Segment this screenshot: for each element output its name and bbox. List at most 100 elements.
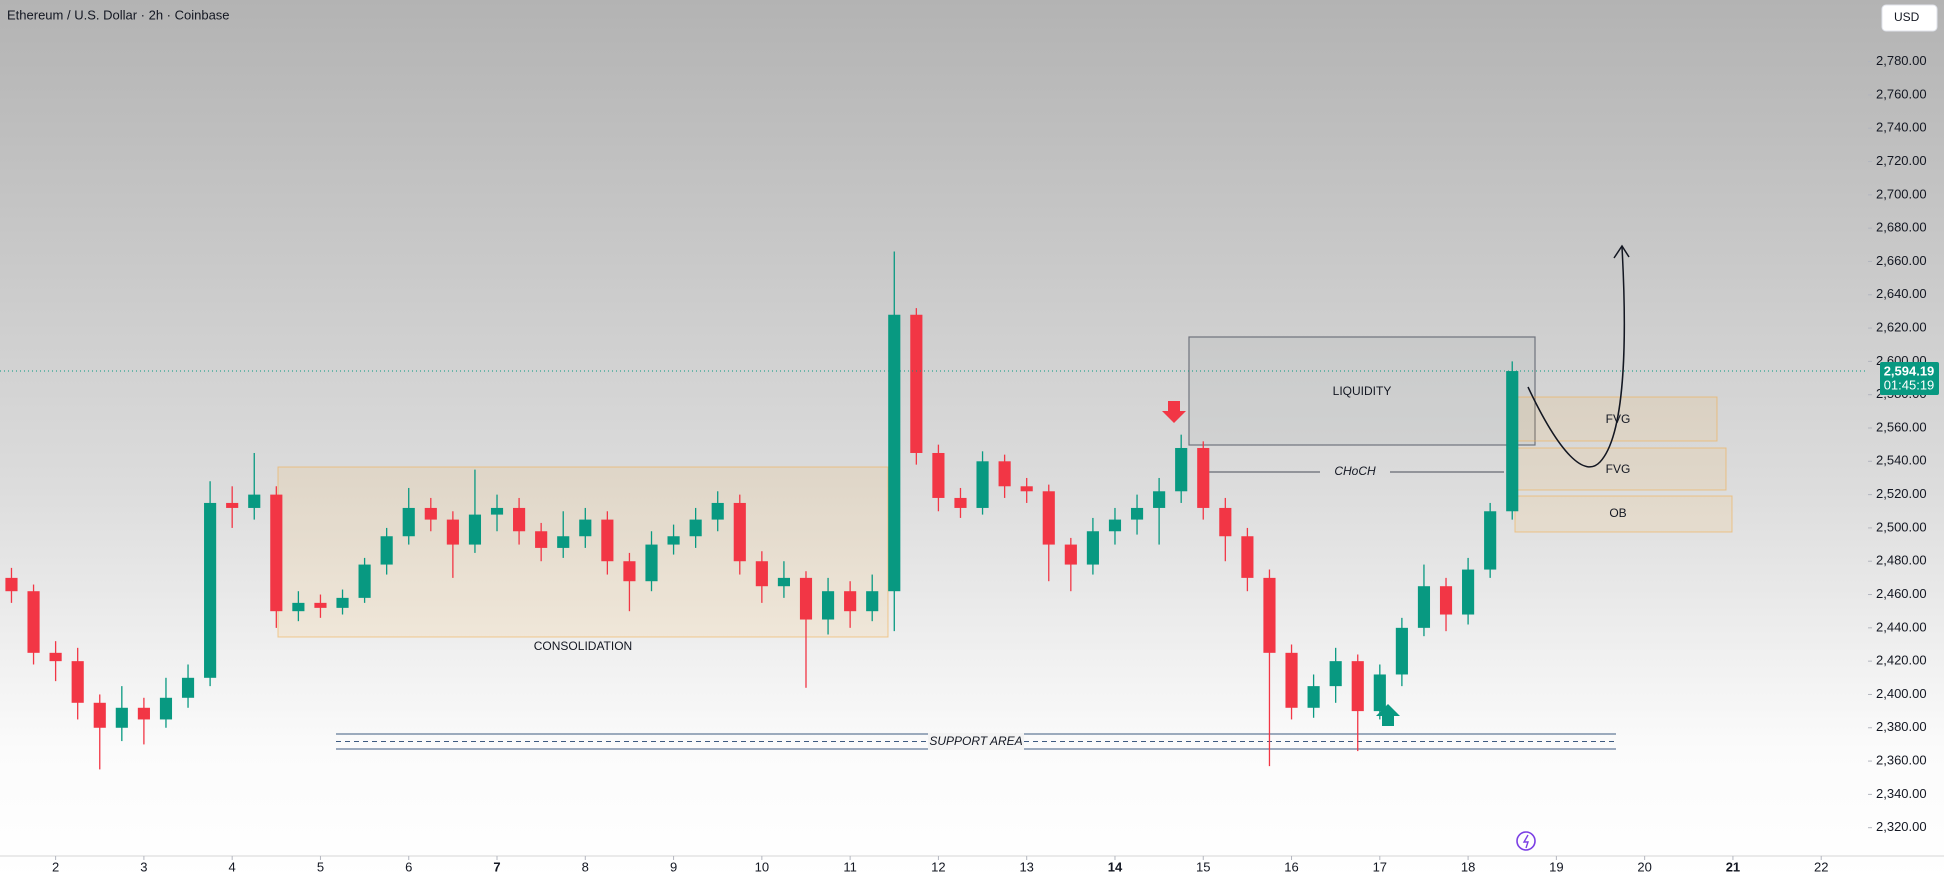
x-tick-label: 8 — [582, 859, 589, 874]
order-block-zone — [1514, 495, 1733, 533]
candle-body — [689, 519, 702, 537]
candle-body — [402, 507, 415, 537]
candle-body — [1108, 519, 1122, 532]
x-tick-label: 3 — [140, 859, 147, 874]
y-tick-label: 2,700.00 — [1876, 186, 1927, 201]
candle-body — [1219, 507, 1232, 537]
x-tick-label: 14 — [1108, 859, 1123, 874]
candle-body — [1086, 531, 1099, 565]
y-tick-label: 2,540.00 — [1876, 453, 1927, 468]
candle-body — [667, 536, 680, 545]
x-tick-label: 2 — [52, 859, 59, 874]
candle-body — [446, 519, 459, 545]
support-label: SUPPORT AREA — [929, 734, 1022, 748]
candle-body — [336, 597, 349, 608]
candle-body — [1197, 447, 1210, 508]
choch-label: CHoCH — [1334, 464, 1376, 478]
candle-body — [181, 677, 195, 698]
candle-body — [1439, 586, 1453, 615]
candle-body — [1175, 447, 1188, 492]
candle-body — [932, 452, 945, 498]
consolidation-zone — [277, 466, 889, 638]
candle-body — [954, 497, 967, 508]
currency-button[interactable] — [1881, 4, 1938, 32]
candles — [5, 251, 1519, 770]
y-tick-label: 2,640.00 — [1876, 286, 1927, 301]
x-tick-label: 12 — [931, 859, 945, 874]
candle-body — [755, 561, 768, 587]
consolidation-label: CONSOLIDATION — [534, 639, 632, 653]
liquidity-box — [1188, 336, 1536, 446]
candle-body — [1130, 507, 1144, 520]
x-tick-label: 18 — [1461, 859, 1475, 874]
y-tick-label: 2,620.00 — [1876, 320, 1927, 335]
candle-body — [579, 519, 592, 537]
y-tick-label: 2,320.00 — [1876, 819, 1927, 834]
logo-icon — [1516, 831, 1536, 851]
liquidity-label: LIQUIDITY — [1333, 384, 1392, 398]
candle-body — [490, 507, 504, 515]
candle-body — [49, 652, 62, 662]
currency-button-label[interactable]: USD — [1894, 10, 1920, 24]
candle-body — [358, 564, 371, 598]
y-tick-label: 2,380.00 — [1876, 719, 1927, 734]
x-tick-label: 15 — [1196, 859, 1210, 874]
candle-body — [1484, 511, 1497, 570]
y-tick-label: 2,480.00 — [1876, 553, 1927, 568]
projection-arrow — [1527, 246, 1626, 468]
candle-body — [137, 707, 150, 720]
candle-body — [1462, 569, 1475, 615]
y-tick-label: 2,420.00 — [1876, 653, 1927, 668]
fvg-label: FVG — [1606, 462, 1631, 476]
candle-body — [601, 519, 614, 562]
candle-body — [71, 661, 84, 703]
candle-body — [535, 531, 548, 548]
candle-body — [226, 502, 239, 508]
y-tick-label: 2,340.00 — [1876, 786, 1927, 801]
x-tick-label: 6 — [405, 859, 412, 874]
chart-title: Ethereum / U.S. Dollar · 2h · Coinbase — [7, 7, 230, 22]
candle-body — [424, 507, 437, 520]
logo-icon — [1522, 834, 1529, 849]
candle-body — [866, 591, 879, 612]
candle-body — [93, 702, 106, 728]
candle-body — [5, 577, 18, 592]
x-tick-label: 20 — [1637, 859, 1651, 874]
countdown-label: 01:45:19 — [1884, 377, 1935, 392]
candle-body — [557, 536, 570, 548]
y-tick-label: 2,760.00 — [1876, 86, 1927, 101]
support-label-bg — [928, 733, 1024, 750]
candle-body — [1395, 627, 1408, 675]
buy-arrow — [1376, 704, 1400, 726]
last-price-tag — [1880, 362, 1939, 396]
sell-arrow — [1162, 401, 1186, 423]
candle-body — [1042, 491, 1055, 545]
axes: 2,320.00 2,340.00 2,360.00 2,380.00 2,400.00… — [0, 53, 1939, 874]
candle-body — [976, 461, 989, 508]
candle-body — [248, 494, 261, 508]
x-tick-label: 4 — [229, 859, 236, 874]
candle-body — [1263, 577, 1276, 653]
x-tick-label: 19 — [1549, 859, 1563, 874]
candle-body — [1064, 544, 1077, 565]
y-tick-label: 2,660.00 — [1876, 253, 1927, 268]
candle-body — [270, 494, 283, 612]
candle-body — [998, 461, 1011, 487]
x-tick-label: 7 — [493, 859, 500, 874]
y-tick-label: 2,720.00 — [1876, 153, 1927, 168]
candle-body — [380, 536, 393, 565]
candle-body — [468, 514, 482, 545]
x-tick-label: 10 — [755, 859, 769, 874]
last-price-label: 2,594.19 — [1884, 363, 1935, 378]
x-tick-label: 21 — [1726, 859, 1740, 874]
candle-body — [1329, 661, 1342, 687]
candle-body — [711, 502, 724, 520]
arrow-head — [1613, 244, 1630, 259]
candle-body — [623, 561, 636, 582]
candle-body — [292, 602, 305, 612]
x-tick-label: 16 — [1284, 859, 1298, 874]
candle-body — [910, 314, 923, 453]
candle-body — [1285, 652, 1298, 708]
candle-body — [513, 507, 526, 532]
